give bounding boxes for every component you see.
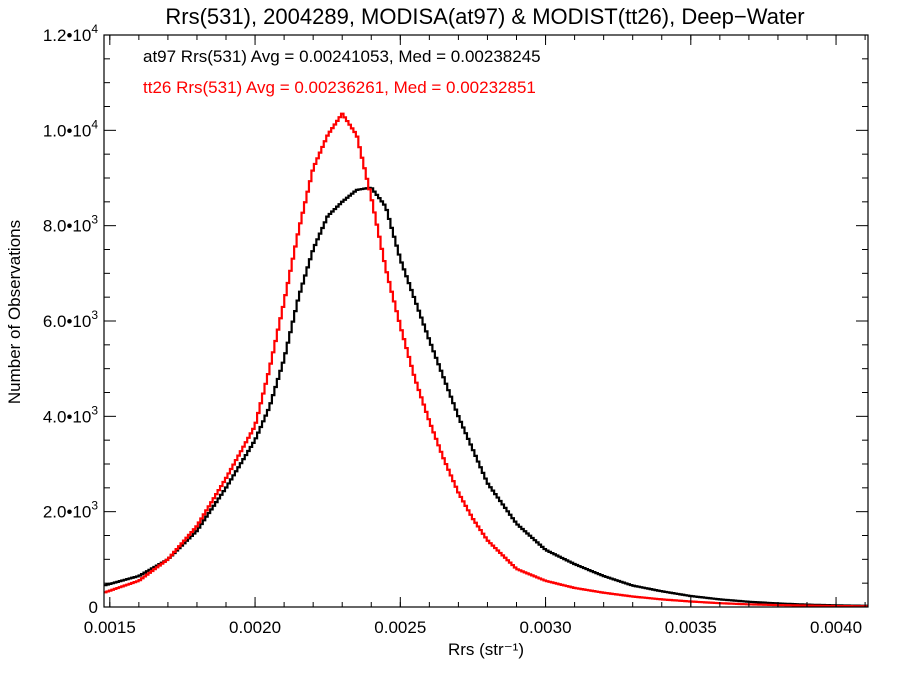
x-tick-label: 0.0020 [229, 618, 281, 637]
x-axis: 0.0015 0.0020 0.0025 0.0030 0.0035 0.0040 [84, 35, 866, 637]
y-tick-exponent: 3 [91, 403, 98, 417]
y-tick-mantissa: 1.2•10 [43, 26, 92, 45]
y-axis: 02.0•1034.0•1036.0•1038.0•1031.0•1041.2•… [43, 22, 868, 617]
y-tick-label: 0 [89, 598, 98, 617]
y-tick-label: 6.0•103 [43, 308, 99, 331]
x-tick-label: 0.0040 [810, 618, 862, 637]
y-tick-mantissa: 4.0•10 [43, 407, 92, 426]
plot-frame [103, 34, 869, 608]
y-tick-label: 8.0•103 [43, 213, 99, 236]
y-tick-exponent: 3 [91, 308, 98, 322]
y-axis-label: Number of Observations [5, 220, 24, 404]
y-tick-exponent: 4 [91, 117, 98, 131]
x-tick-label: 0.0025 [374, 618, 426, 637]
y-tick-mantissa: 0 [89, 598, 98, 617]
y-tick-label: 1.2•104 [43, 22, 99, 45]
y-tick-exponent: 3 [91, 499, 98, 513]
chart-title: Rrs(531), 2004289, MODISA(at97) & MODIST… [165, 4, 804, 29]
x-axis-label: Rrs (str⁻¹) [448, 640, 524, 659]
annotation-group: at97 Rrs(531) Avg = 0.00241053, Med = 0.… [143, 47, 541, 97]
y-tick-label: 4.0•103 [43, 403, 99, 426]
annotation-1: at97 Rrs(531) Avg = 0.00241053, Med = 0.… [143, 47, 541, 66]
x-tick-label: 0.0030 [520, 618, 572, 637]
series-layer [104, 112, 868, 607]
series-tt26-line [104, 112, 868, 607]
x-tick-label: 0.0015 [84, 618, 136, 637]
x-tick-label: 0.0035 [665, 618, 717, 637]
y-tick-exponent: 3 [91, 213, 98, 227]
y-tick-mantissa: 1.0•10 [43, 121, 92, 140]
y-tick-mantissa: 8.0•10 [43, 217, 92, 236]
y-tick-mantissa: 6.0•10 [43, 312, 92, 331]
series-at97-line [104, 186, 868, 607]
annotation-2: tt26 Rrs(531) Avg = 0.00236261, Med = 0.… [143, 78, 536, 97]
y-tick-mantissa: 2.0•10 [43, 503, 92, 522]
y-tick-label: 1.0•104 [43, 117, 99, 140]
y-tick-exponent: 4 [91, 22, 98, 36]
y-tick-label: 2.0•103 [43, 499, 99, 522]
